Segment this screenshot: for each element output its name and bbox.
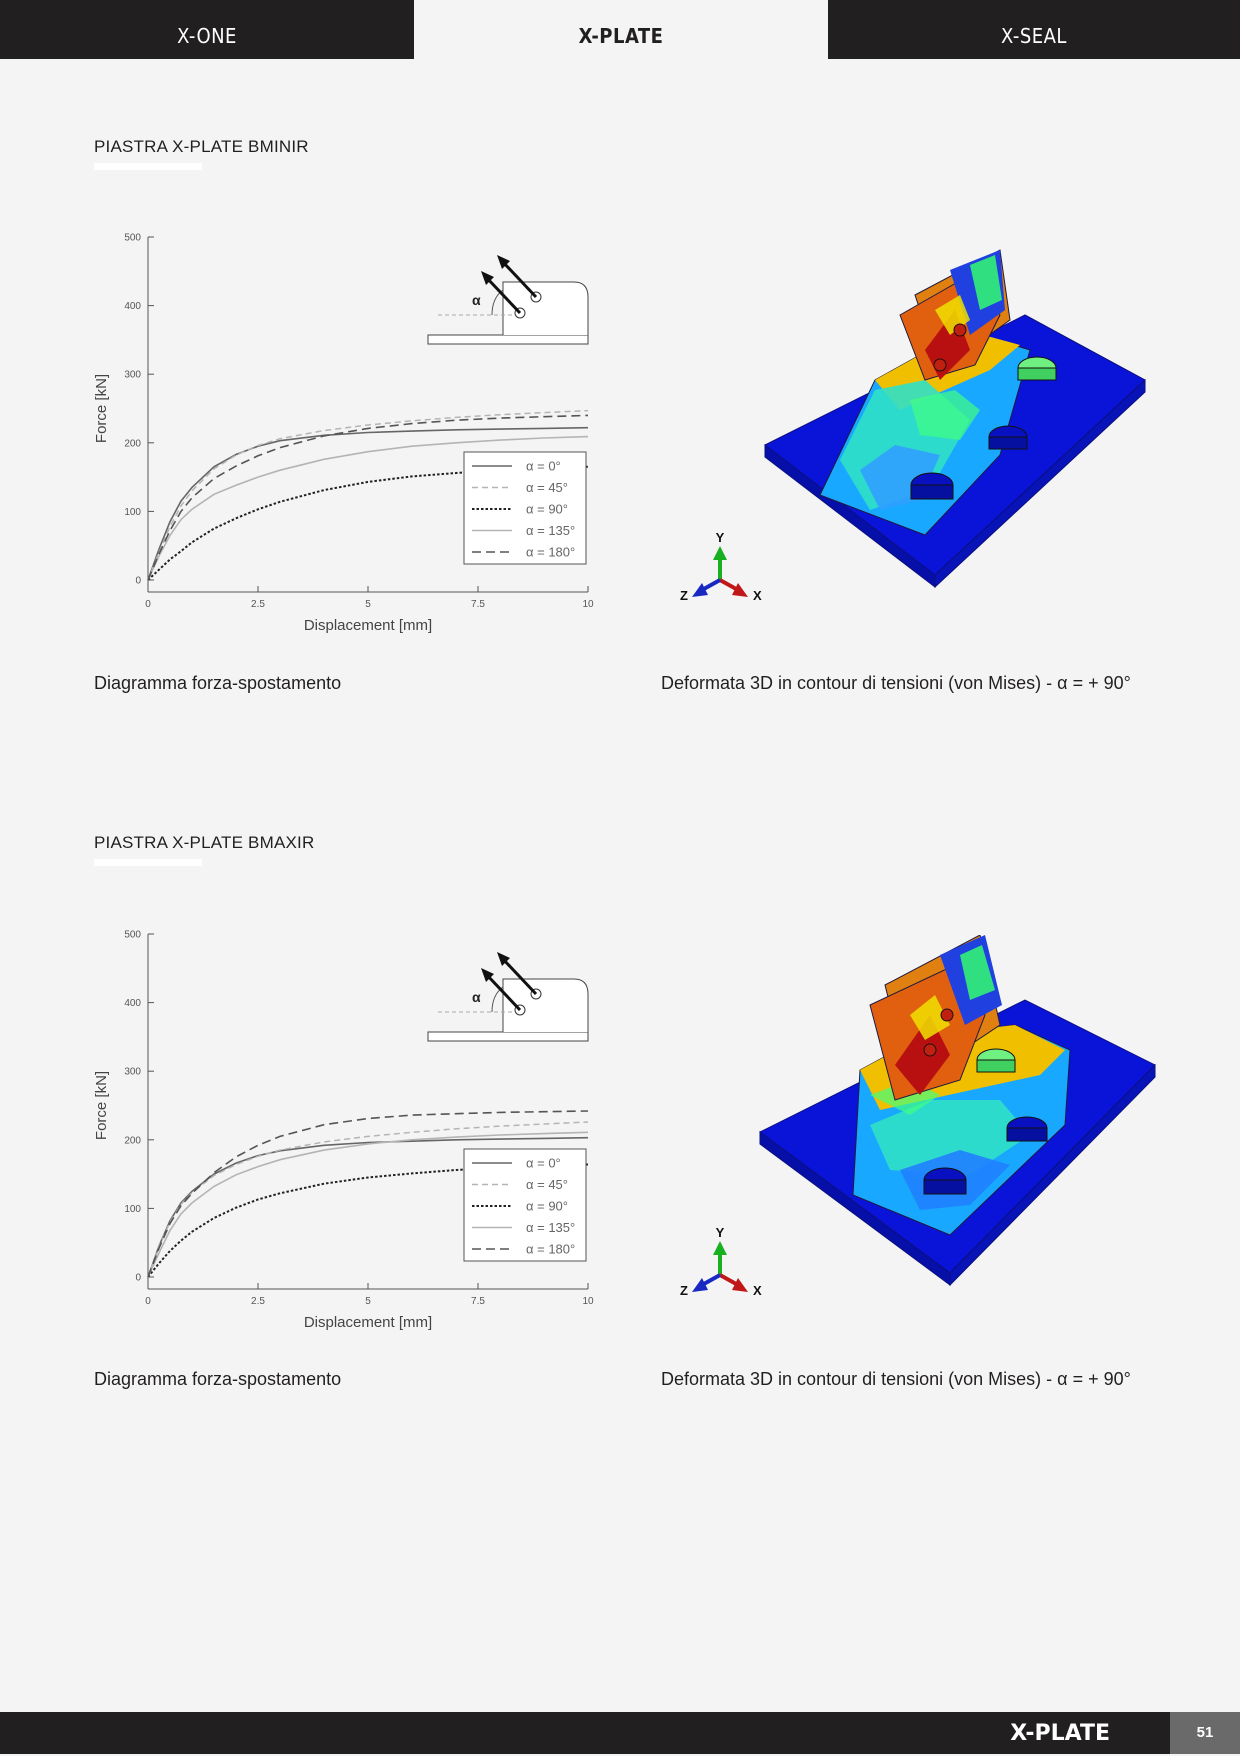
y-tick-label: 500 <box>124 233 141 244</box>
y-tick-label: 200 <box>124 1135 141 1146</box>
series-line <box>147 435 589 581</box>
legend-label: α = 180° <box>526 1242 575 1257</box>
series-line <box>147 409 589 581</box>
series-line <box>147 1110 589 1278</box>
fem-model-image: Y X Z <box>680 935 1156 1298</box>
section-underline <box>94 163 202 170</box>
legend-box <box>463 451 587 565</box>
fem-caption: Deformata 3D in contour di tensioni (von… <box>661 1369 1131 1389</box>
x-tick-label: 10 <box>582 599 594 610</box>
legend-label: α = 45° <box>526 1177 568 1192</box>
y-tick-label: 400 <box>124 301 141 312</box>
y-axis-label: Force [kN] <box>93 374 110 443</box>
legend-label: α = 135° <box>526 523 575 538</box>
chart-caption: Diagramma forza-spostamento <box>94 673 342 693</box>
x-tick-label: 2.5 <box>251 1296 265 1307</box>
axis-letter-y: Y <box>716 1225 725 1240</box>
legend-label: α = 90° <box>526 502 568 517</box>
legend-label: α = 135° <box>526 1220 575 1235</box>
y-tick-label: 500 <box>124 930 141 941</box>
series-line <box>147 414 589 581</box>
axis-letter-x: X <box>753 588 762 603</box>
axis-letter-z: Z <box>680 1283 688 1298</box>
fem-model-image: Y X Z <box>680 249 1146 603</box>
section-title: PIASTRA X-PLATE BMAXIR <box>94 833 315 852</box>
x-tick-label: 7.5 <box>471 599 485 610</box>
angle-label: α <box>472 989 481 1005</box>
legend-label: α = 45° <box>526 480 568 495</box>
axis-letter-x: X <box>753 1283 762 1298</box>
legend-label: α = 0° <box>526 459 561 474</box>
footer-bar: X-PLATE 51 <box>0 1712 1240 1754</box>
y-tick-label: 0 <box>135 576 141 587</box>
load-angle-diagram: α <box>427 255 589 345</box>
top-navigation: X-ONE X-PLATE X-SEAL <box>0 0 1240 59</box>
legend-label: α = 0° <box>526 1156 561 1171</box>
force-displacement-chart: 0 100 200 300 400 500 0 2.5 5 7.5 10 Displacement [… <box>93 930 594 1332</box>
axis-letter-y: Y <box>716 530 725 545</box>
fem-bolts <box>910 356 1057 500</box>
y-tick-label: 400 <box>124 998 141 1009</box>
x-axis-label: Displacement [mm] <box>304 617 432 634</box>
x-tick-label: 0 <box>145 599 151 610</box>
chart-caption: Diagramma forza-spostamento <box>94 1369 342 1389</box>
fem-fins <box>899 249 1011 381</box>
x-tick-label: 5 <box>365 1296 371 1307</box>
fem-bolts <box>923 1048 1048 1195</box>
axis-triad: Y X Z <box>680 1225 762 1298</box>
y-tick-label: 100 <box>124 507 141 518</box>
legend-label: α = 180° <box>526 545 575 560</box>
tab-x-seal[interactable]: X-SEAL <box>1001 24 1067 48</box>
x-tick-label: 5 <box>365 599 371 610</box>
y-tick-label: 200 <box>124 438 141 449</box>
series-line <box>147 426 589 581</box>
tab-x-plate[interactable]: X-PLATE <box>414 0 828 59</box>
x-axis-label: Displacement [mm] <box>304 1314 432 1331</box>
footer-title: X-PLATE <box>1010 1721 1110 1746</box>
fem-fins <box>869 935 1002 1101</box>
tab-x-one[interactable]: X-ONE <box>177 24 237 48</box>
y-tick-label: 300 <box>124 1067 141 1078</box>
series-line <box>147 1163 589 1278</box>
y-axis-label: Force [kN] <box>93 1071 110 1140</box>
y-tick-label: 100 <box>124 1204 141 1215</box>
x-tick-label: 2.5 <box>251 599 265 610</box>
series-line <box>147 1121 589 1278</box>
angle-label: α <box>472 292 481 308</box>
axis-letter-z: Z <box>680 588 688 603</box>
legend-label: α = 90° <box>526 1199 568 1214</box>
y-tick-label: 300 <box>124 370 141 381</box>
x-tick-label: 10 <box>582 1296 594 1307</box>
y-tick-label: 0 <box>135 1273 141 1284</box>
series-line <box>147 1131 589 1278</box>
axis-triad: Y X Z <box>680 530 762 603</box>
section-underline <box>94 859 202 866</box>
x-tick-label: 0 <box>145 1296 151 1307</box>
section-title: PIASTRA X-PLATE BMINIR <box>94 137 309 156</box>
x-tick-label: 7.5 <box>471 1296 485 1307</box>
load-angle-diagram: α <box>427 952 589 1042</box>
fem-caption: Deformata 3D in contour di tensioni (von… <box>661 673 1131 693</box>
force-displacement-chart: 0 100 200 300 400 500 0 2.5 5 7.5 10 Displacement [… <box>93 233 594 635</box>
legend-box <box>463 1148 587 1262</box>
page-number: 51 <box>1170 1712 1240 1754</box>
